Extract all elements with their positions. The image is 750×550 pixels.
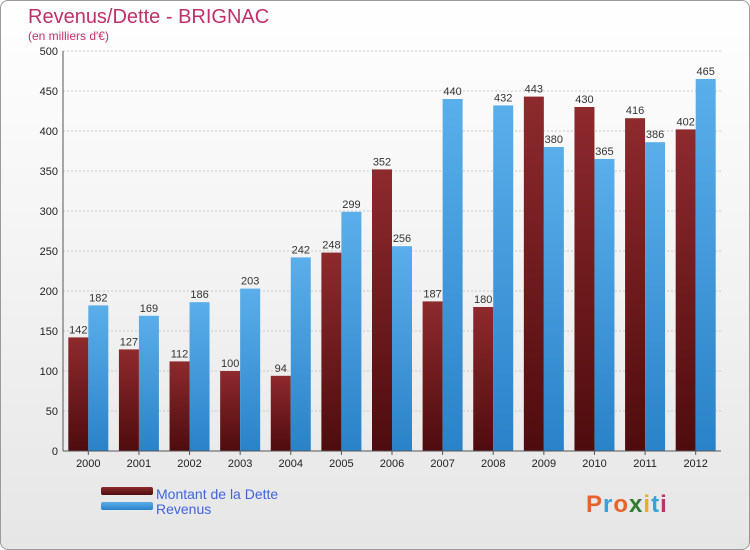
bar-revenue [138, 315, 159, 451]
bar-revenue [341, 211, 362, 451]
logo-letter: i [660, 491, 668, 518]
y-tick-label: 250 [40, 246, 58, 258]
value-label-revenue: 186 [190, 289, 208, 301]
value-label-debt: 94 [275, 363, 287, 375]
bar-debt [372, 169, 392, 451]
bar-debt [675, 129, 696, 451]
chart-subtitle: (en milliers d'€) [28, 29, 109, 43]
value-label-debt: 100 [221, 358, 239, 370]
value-label-revenue: 365 [595, 146, 613, 158]
y-tick-label: 200 [40, 286, 58, 298]
x-tick-label: 2006 [380, 458, 404, 470]
bar-revenue [695, 79, 716, 451]
legend-swatch-debt [101, 487, 153, 495]
x-tick-label: 2009 [532, 458, 556, 470]
bar-debt [68, 337, 89, 451]
x-tick-label: 2005 [329, 458, 353, 470]
value-label-revenue: 169 [140, 303, 158, 315]
logo-letter: x [629, 491, 644, 518]
bar-revenue [240, 288, 261, 451]
bar-debt [169, 361, 190, 451]
x-tick-label: 2004 [279, 458, 303, 470]
y-tick-label: 100 [40, 366, 58, 378]
y-tick-label: 450 [40, 86, 58, 98]
value-label-revenue: 386 [646, 129, 664, 141]
y-tick-label: 350 [40, 166, 58, 178]
logo-letter: o [613, 491, 630, 518]
value-label-revenue: 242 [292, 244, 310, 256]
x-tick-label: 2003 [228, 458, 252, 470]
x-tick-label: 2002 [177, 458, 201, 470]
bar-debt [473, 307, 494, 451]
value-label-revenue: 465 [697, 66, 715, 78]
bar-debt [118, 349, 139, 451]
value-label-revenue: 182 [89, 292, 107, 304]
bar-revenue [493, 105, 514, 452]
x-tick-label: 2001 [127, 458, 151, 470]
bar-revenue [88, 305, 109, 451]
bar-debt [321, 252, 342, 451]
value-label-debt: 180 [474, 294, 492, 306]
value-label-debt: 187 [423, 288, 441, 300]
value-label-debt: 127 [120, 336, 138, 348]
bar-revenue [392, 246, 412, 451]
y-tick-label: 50 [46, 406, 58, 418]
x-tick-label: 2000 [76, 458, 100, 470]
axes: 0 50 100 150 200 250 300 350 400 450 500 2000 2001 20… [40, 46, 721, 470]
value-labels: 142 182 127 169 112 186 100 203 94 242 248 299 352 25… [69, 66, 715, 375]
y-tick-label: 500 [40, 46, 58, 58]
legend-label-debt: Montant de la Dette [156, 486, 279, 502]
y-tick-label: 0 [52, 446, 58, 458]
value-label-debt: 248 [322, 240, 340, 252]
bar-revenue [290, 257, 311, 451]
y-tick-label: 400 [40, 126, 58, 138]
bars [68, 79, 716, 452]
value-label-debt: 142 [69, 324, 87, 336]
bar-debt [574, 107, 595, 451]
chart-title: Revenus/Dette - BRIGNAC [28, 6, 270, 28]
value-label-revenue: 256 [393, 233, 411, 245]
value-label-revenue: 440 [443, 86, 461, 98]
value-label-debt: 112 [171, 348, 189, 360]
value-label-revenue: 203 [241, 276, 259, 288]
bar-debt [422, 301, 443, 451]
logo-letter: r [603, 491, 614, 518]
y-tick-label: 300 [40, 206, 58, 218]
value-label-debt: 443 [525, 84, 543, 96]
proxiti-logo: Proxiti [586, 491, 668, 519]
x-tick-label: 2011 [633, 458, 657, 470]
bar-debt [270, 375, 291, 451]
legend-label-revenue: Revenus [156, 501, 212, 517]
value-label-debt: 352 [373, 156, 391, 168]
value-label-debt: 402 [677, 116, 695, 128]
bar-debt [625, 118, 646, 451]
x-tick-label: 2012 [683, 458, 707, 470]
bar-debt [220, 371, 241, 451]
x-tick-label: 2010 [582, 458, 606, 470]
value-label-revenue: 299 [342, 199, 360, 211]
bar-debt [523, 96, 544, 451]
bar-revenue [645, 142, 666, 451]
value-label-debt: 430 [575, 94, 593, 106]
value-label-revenue: 432 [494, 92, 512, 104]
logo-letter: t [651, 491, 661, 518]
value-label-revenue: 380 [545, 134, 563, 146]
x-tick-label: 2008 [481, 458, 505, 470]
bar-revenue [543, 147, 564, 451]
bar-revenue [442, 99, 463, 451]
legend-swatch-revenue [101, 502, 153, 510]
logo-letter: P [586, 491, 604, 518]
y-tick-label: 150 [40, 326, 58, 338]
bar-revenue [594, 159, 615, 451]
x-tick-label: 2007 [430, 458, 454, 470]
bar-revenue [189, 302, 210, 451]
value-label-debt: 416 [626, 105, 644, 117]
logo-letter: i [643, 491, 652, 518]
